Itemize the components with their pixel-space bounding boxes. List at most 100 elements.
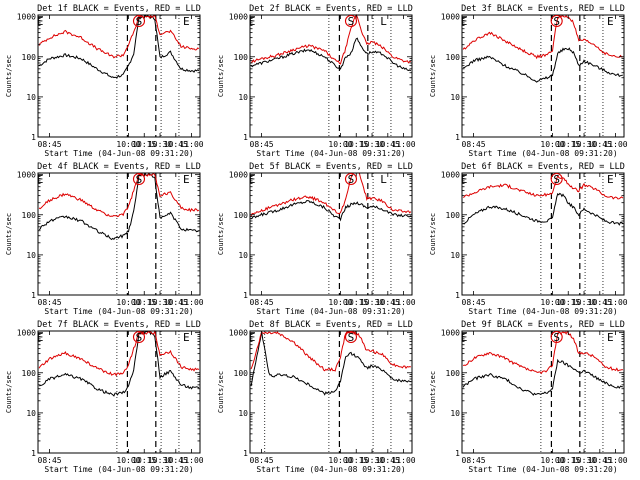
events-series-line <box>250 331 412 396</box>
x-tick-label: 10:30 <box>148 298 172 307</box>
y-tick-label: 1000 <box>229 171 248 180</box>
flare-marker-circle <box>550 172 563 186</box>
x-tick-label: 10:15 <box>556 456 580 465</box>
x-tick-label: 10:00 <box>540 298 564 307</box>
x-tick-label: 08:45 <box>462 456 486 465</box>
event-marker-label: E <box>183 173 190 186</box>
plot-frame <box>37 172 201 296</box>
chart-panel: Det 2f BLACK = Events, RED = LLD 1 10 100 10… <box>217 4 416 158</box>
flare-marker-circle <box>344 172 358 186</box>
plot-frame <box>37 14 201 138</box>
chart-panel: Det 7f BLACK = Events, RED = LLD 1 10 100 10… <box>5 320 204 474</box>
y-axis-label: Counts/sec <box>429 371 437 413</box>
event-marker-label: E <box>249 331 256 344</box>
y-tick-label: 1 <box>455 133 460 142</box>
x-tick-label: 10:15 <box>344 140 368 149</box>
y-tick-label: 100 <box>22 53 37 62</box>
event-marker-label: S <box>348 331 355 344</box>
x-tick-label: 10:30 <box>360 140 384 149</box>
y-tick-label: 1 <box>31 449 36 458</box>
x-tick-label: 10:45 <box>376 140 400 149</box>
chart-title: Det 5f BLACK = Events, RED = LLD <box>249 162 413 172</box>
event-marker-label: S <box>553 15 560 28</box>
x-tick-label: 08:45 <box>38 456 62 465</box>
y-tick-label: 10 <box>238 409 248 418</box>
y-tick-label: 1000 <box>17 329 36 338</box>
flare-marker-circle <box>550 330 563 344</box>
y-axis-label: Counts/sec <box>429 213 437 255</box>
y-tick-label: 1 <box>31 133 36 142</box>
chart-title: Det 6f BLACK = Events, RED = LLD <box>461 162 625 172</box>
y-tick-label: 10 <box>450 93 460 102</box>
x-tick-label: 10:00 <box>116 298 140 307</box>
x-tick-label: 10:00 <box>328 140 352 149</box>
lld-series-line <box>462 330 623 375</box>
event-marker-label: E <box>37 173 44 186</box>
event-marker-label: L <box>380 173 387 186</box>
plot-frame <box>461 172 625 296</box>
x-tick-label: 10:15 <box>344 456 368 465</box>
lld-series-line <box>250 172 412 217</box>
chart-title: Det 9f BLACK = Events, RED = LLD <box>461 320 625 330</box>
x-axis-label: Start Time (04-Jun-08 09:31:20) <box>256 149 405 158</box>
chart-panel: Det 6f BLACK = Events, RED = LLD 1 10 100 10… <box>429 162 628 316</box>
y-tick-label: 10 <box>450 251 460 260</box>
y-tick-label: 1 <box>243 291 248 300</box>
event-marker-label: S <box>553 173 560 186</box>
x-axis-label: Start Time (04-Jun-08 09:31:20) <box>468 307 617 316</box>
events-series-line <box>250 200 412 222</box>
x-tick-label: 11:00 <box>180 456 204 465</box>
event-marker-label: E <box>249 173 256 186</box>
y-tick-label: 1000 <box>17 171 36 180</box>
events-series-line <box>462 358 623 396</box>
lld-series-line <box>251 13 412 65</box>
chart-panel: Det 5f BLACK = Events, RED = LLD 1 10 100 10… <box>217 162 416 316</box>
x-tick-label: 10:45 <box>588 298 612 307</box>
y-axis-label: Counts/sec <box>5 55 13 97</box>
plot-frame <box>249 330 413 454</box>
event-marker-label: L <box>380 15 387 28</box>
event-marker-label: E <box>249 15 256 28</box>
chart-title: Det 2f BLACK = Events, RED = LLD <box>249 4 413 14</box>
x-tick-label: 10:45 <box>588 140 612 149</box>
x-tick-label: 11:00 <box>604 456 628 465</box>
x-tick-label: 10:45 <box>164 298 188 307</box>
y-tick-label: 100 <box>234 369 249 378</box>
x-tick-label: 10:45 <box>164 456 188 465</box>
x-tick-label: 10:00 <box>540 140 564 149</box>
y-tick-label: 10 <box>450 409 460 418</box>
x-tick-label: 10:30 <box>572 298 596 307</box>
x-tick-label: 10:45 <box>376 456 400 465</box>
x-tick-label: 10:00 <box>328 456 352 465</box>
plot-frame <box>461 330 625 454</box>
plot-frame <box>461 14 625 138</box>
event-marker-label: E <box>607 331 614 344</box>
event-marker-label: E <box>37 15 44 28</box>
x-tick-label: 08:45 <box>462 140 486 149</box>
y-tick-label: 100 <box>446 53 461 62</box>
events-series-line <box>39 330 200 397</box>
x-tick-label: 10:30 <box>148 140 172 149</box>
x-tick-label: 08:45 <box>462 298 486 307</box>
event-marker-label: S <box>136 173 143 186</box>
event-marker-label: E <box>183 15 190 28</box>
x-tick-label: 10:00 <box>116 456 140 465</box>
x-axis-label: Start Time (04-Jun-08 09:31:20) <box>468 149 617 158</box>
y-tick-label: 1000 <box>17 13 36 22</box>
y-axis-label: Counts/sec <box>217 213 225 255</box>
plot-frame <box>249 172 413 296</box>
y-tick-label: 100 <box>22 211 37 220</box>
y-axis-label: Counts/sec <box>217 371 225 413</box>
flare-marker-circle <box>132 172 146 186</box>
x-tick-label: 11:00 <box>180 298 204 307</box>
lld-series-line <box>38 172 200 218</box>
x-tick-label: 10:15 <box>556 298 580 307</box>
y-tick-label: 100 <box>22 369 37 378</box>
x-tick-label: 08:45 <box>250 140 274 149</box>
event-marker-label: E <box>461 15 468 28</box>
flare-marker-circle <box>132 330 146 344</box>
event-marker-label: S <box>348 173 355 186</box>
chart-title: Det 3f BLACK = Events, RED = LLD <box>461 4 625 14</box>
plot-frame <box>249 14 413 138</box>
